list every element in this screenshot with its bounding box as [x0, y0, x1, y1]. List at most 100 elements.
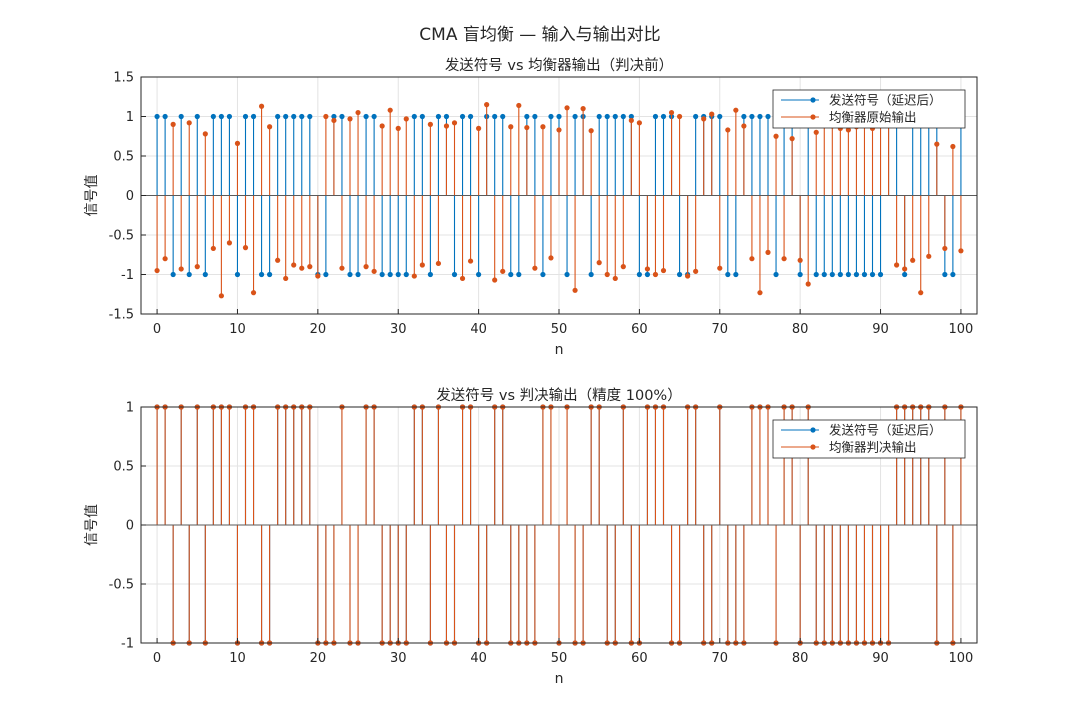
stem-marker — [516, 102, 522, 109]
stem-marker — [604, 113, 610, 120]
stem-marker — [210, 245, 216, 252]
y-tick-label: 0 — [126, 519, 134, 534]
stem-marker — [355, 271, 361, 278]
stem-marker — [797, 257, 803, 263]
series-equalizer-output — [154, 404, 964, 646]
stem-marker — [355, 109, 361, 116]
stem-marker — [242, 113, 249, 120]
stem-marker — [170, 271, 176, 278]
stem-marker — [194, 264, 200, 270]
legend-marker — [810, 114, 816, 120]
stem-marker — [781, 256, 787, 262]
legend-entry-label: 发送符号（延迟后） — [829, 423, 942, 438]
stem-marker — [902, 271, 908, 278]
stem-marker — [162, 256, 168, 262]
stem-marker — [307, 113, 313, 120]
stem-marker — [331, 113, 337, 120]
stem-marker — [451, 271, 458, 278]
stem-marker — [950, 271, 956, 278]
stem-marker — [717, 265, 723, 271]
stem-marker — [652, 113, 659, 120]
stem-marker — [395, 271, 401, 278]
subplot-transmitted-vs-raw-output: 0 10 20 30 40 50 60 70 80 90 100 -1.5 -1 -0.5 0 0.5 1 1.5… — [84, 57, 978, 358]
stem-marker — [733, 271, 739, 278]
stem-marker — [387, 107, 393, 113]
subplot-title: 发送符号 vs 均衡器输出（判决前） — [445, 57, 673, 74]
stem-marker — [403, 116, 409, 122]
stem-marker — [492, 277, 498, 283]
legend-marker — [810, 444, 816, 450]
stem-marker — [379, 271, 385, 278]
stem-marker — [725, 127, 731, 133]
stem-marker — [532, 113, 538, 120]
stem-marker — [894, 262, 900, 268]
stem-marker — [540, 124, 546, 130]
stem-marker — [291, 262, 297, 268]
y-tick-label: -1 — [121, 268, 134, 283]
x-tick-label: 0 — [153, 322, 161, 337]
stem-marker — [234, 271, 241, 278]
stem-marker — [459, 275, 466, 282]
x-tick-label: 100 — [949, 322, 974, 337]
stem-marker — [299, 113, 305, 120]
stem-marker — [500, 268, 506, 274]
stem-marker — [387, 271, 393, 278]
stem-marker — [797, 271, 803, 278]
stem-marker — [765, 113, 771, 120]
stem-marker — [620, 113, 626, 120]
stem-marker — [717, 113, 723, 120]
stem-marker — [556, 127, 562, 133]
stem-marker — [467, 258, 474, 264]
stem-marker — [701, 116, 707, 122]
stem-marker — [435, 260, 442, 267]
y-tick-label: -1.5 — [109, 308, 134, 323]
stem-marker — [596, 113, 602, 120]
x-tick-label: 70 — [711, 651, 728, 666]
stem-marker — [242, 245, 249, 251]
stem-marker — [323, 271, 329, 278]
y-tick-label: 0.5 — [113, 460, 134, 475]
stem-marker — [813, 129, 819, 135]
stem-marker — [829, 271, 835, 278]
x-tick-label: 50 — [551, 322, 568, 337]
stem-marker — [459, 113, 466, 120]
stem-marker — [379, 123, 385, 129]
stem-marker — [749, 113, 755, 120]
legend-marker — [810, 97, 816, 103]
stem-marker — [275, 113, 281, 120]
stem-marker — [636, 271, 642, 278]
stem-marker — [443, 123, 450, 129]
stem-marker — [154, 113, 160, 120]
stem-marker — [572, 113, 578, 120]
x-tick-label: 90 — [872, 651, 889, 666]
x-tick-label: 60 — [631, 651, 648, 666]
stem-marker — [202, 131, 208, 137]
stem-marker — [218, 113, 224, 120]
stem-marker — [476, 125, 482, 131]
stem-marker — [596, 260, 602, 266]
stem-marker — [347, 116, 353, 122]
stem-marker — [258, 271, 265, 278]
x-tick-label: 80 — [792, 651, 809, 666]
stem-marker — [676, 271, 683, 278]
x-axis-label: n — [555, 342, 564, 358]
stem-marker — [805, 281, 811, 287]
stem-marker — [403, 271, 409, 278]
y-tick-label: -1 — [121, 637, 134, 652]
stem-marker — [548, 255, 554, 261]
stem-marker — [765, 249, 771, 255]
stem-marker — [660, 267, 667, 274]
stem-marker — [934, 141, 940, 147]
stem-marker — [508, 271, 514, 278]
stem-marker — [741, 113, 747, 120]
stem-marker — [652, 271, 659, 278]
stem-marker — [757, 290, 763, 296]
y-axis-label: 信号值 — [84, 175, 100, 217]
stem-marker — [315, 273, 321, 279]
x-tick-label: 0 — [153, 651, 161, 666]
legend-entry-label: 均衡器原始输出 — [829, 110, 917, 125]
stem-marker — [845, 127, 851, 133]
stem-marker — [250, 113, 257, 120]
stem-marker — [443, 113, 450, 120]
